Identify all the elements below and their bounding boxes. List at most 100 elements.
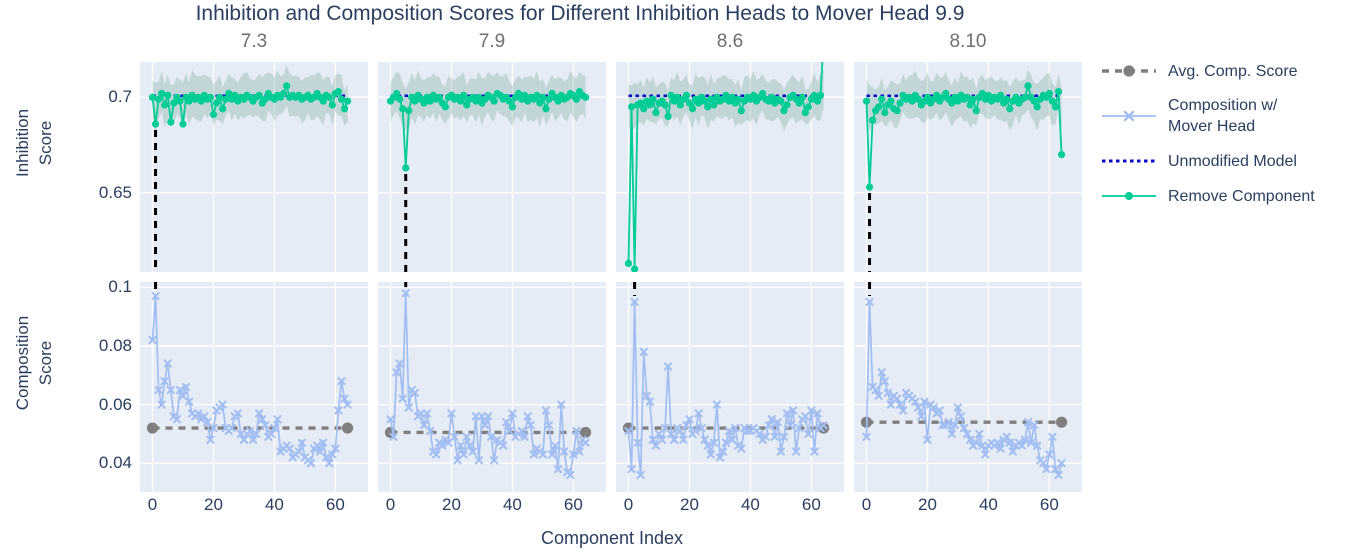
remove-component-point: [206, 93, 215, 101]
composition-point: [233, 409, 242, 418]
remove-component-point: [158, 89, 166, 98]
remove-component-point: [801, 108, 809, 117]
composition-point: [782, 409, 792, 418]
composition-plot-8.6[interactable]: [616, 282, 844, 492]
remove-component-point: [984, 91, 993, 100]
remove-component-point: [688, 105, 697, 113]
composition-point: [819, 421, 828, 430]
remove-component-point: [667, 91, 675, 100]
composition-line: [865, 301, 1063, 478]
composition-plot-7.9[interactable]: [378, 282, 606, 492]
y-axis-title-inhibition-line2: Score: [36, 120, 55, 166]
composition-point: [178, 391, 188, 400]
composition-plot-7.3[interactable]: [140, 282, 368, 492]
composition-point: [486, 432, 496, 441]
remove-component-point: [179, 120, 187, 128]
legend-sample-marker: [1123, 110, 1135, 122]
remove-component-point: [170, 99, 178, 107]
composition-point: [499, 441, 508, 450]
remove-component-point: [954, 97, 962, 105]
remove-component-point: [441, 103, 449, 111]
composition-point: [248, 435, 258, 444]
composition-point: [810, 447, 819, 456]
subplot-title-7.9: 7.9: [478, 31, 506, 52]
inhibition-plot-7.3[interactable]: [140, 62, 368, 272]
composition-plot-8.10[interactable]: [854, 282, 1082, 492]
y-axis-title-inhibition-line1: Inhibition: [13, 108, 32, 178]
composition-point: [206, 435, 215, 444]
composition-point: [697, 423, 706, 433]
composition-point: [920, 397, 929, 406]
remove-component-point: [768, 93, 776, 101]
composition-point: [151, 291, 160, 301]
x-tick-label: 60: [325, 495, 345, 514]
remove-component-point: [420, 99, 428, 107]
legend-item-remove-component[interactable]: Remove Component: [1100, 185, 1360, 207]
composition-point: [630, 297, 639, 307]
remove-component-point: [1012, 93, 1020, 101]
y-tick-label: 0.04: [98, 453, 132, 473]
composition-point: [895, 400, 905, 409]
avg-comp-score-dot-end: [1055, 416, 1068, 428]
avg-comp-score-dot-end: [341, 422, 354, 434]
subplot-title-8.6: 8.6: [716, 31, 744, 52]
composition-point: [438, 441, 447, 450]
composition-point: [483, 412, 493, 421]
remove-component-point: [554, 97, 562, 105]
composition-point: [239, 435, 249, 444]
composition-point: [258, 415, 267, 424]
composition-line: [151, 296, 349, 466]
remove-component-point: [997, 91, 1005, 100]
composition-point: [953, 403, 963, 412]
composition-point: [550, 441, 560, 450]
composition-point: [966, 435, 975, 444]
remove-component-point: [197, 97, 205, 105]
composition-point: [450, 432, 459, 441]
composition-point: [508, 409, 517, 418]
remove-component-point: [1054, 87, 1063, 96]
remove-component-point: [457, 97, 465, 105]
remove-component-point: [176, 97, 184, 105]
composition-point: [468, 447, 477, 456]
composition-point: [639, 347, 648, 356]
remove-component-point: [539, 93, 547, 101]
composition-point: [581, 438, 590, 447]
composition-point: [316, 447, 325, 456]
remove-component-point: [283, 82, 291, 90]
composition-point: [541, 406, 551, 415]
composition-point: [770, 432, 779, 441]
composition-point: [1017, 441, 1027, 450]
legend-label-remove-component: Remove Component: [1168, 187, 1315, 205]
remove-component-point: [682, 91, 691, 100]
remove-component-point: [337, 95, 346, 103]
figure-title: Inhibition and Composition Scores for Di…: [195, 2, 965, 25]
composition-point: [664, 362, 673, 371]
inhibition-plot-8.6[interactable]: [616, 62, 844, 272]
inhibition-plot-8.10[interactable]: [854, 62, 1082, 272]
composition-point: [1042, 465, 1051, 474]
y-tick-label: 0.08: [98, 335, 132, 355]
legend-item-avg-comp-score[interactable]: Avg. Comp. Score: [1100, 60, 1360, 82]
y-axis-title-inhibition: Inhibition Score: [11, 38, 57, 248]
composition-point: [154, 385, 163, 395]
legend-item-unmodified-model[interactable]: Unmodified Model: [1100, 150, 1360, 172]
composition-point: [270, 423, 279, 433]
remove-component-point: [396, 95, 404, 103]
composition-point: [898, 406, 908, 415]
remove-component-point: [475, 93, 483, 101]
composition-point: [529, 450, 538, 459]
composition-point: [401, 289, 410, 298]
x-tick-label: 40: [502, 495, 522, 514]
subplot-title-8.10: 8.10: [949, 31, 987, 52]
composition-point: [657, 435, 667, 444]
remove-component-point: [783, 101, 791, 109]
remove-component-point: [813, 97, 822, 105]
legend-item-composition-w-mover-head[interactable]: Composition w/ Mover Head: [1100, 95, 1360, 137]
composition-point: [1048, 432, 1057, 441]
composition-point: [764, 421, 773, 430]
composition-point: [447, 409, 456, 418]
x-tick-label: 40: [264, 495, 284, 514]
composition-point: [416, 409, 426, 418]
inhibition-plot-7.9[interactable]: [378, 62, 606, 272]
legend-sample-avg-comp-score: [1102, 65, 1156, 77]
